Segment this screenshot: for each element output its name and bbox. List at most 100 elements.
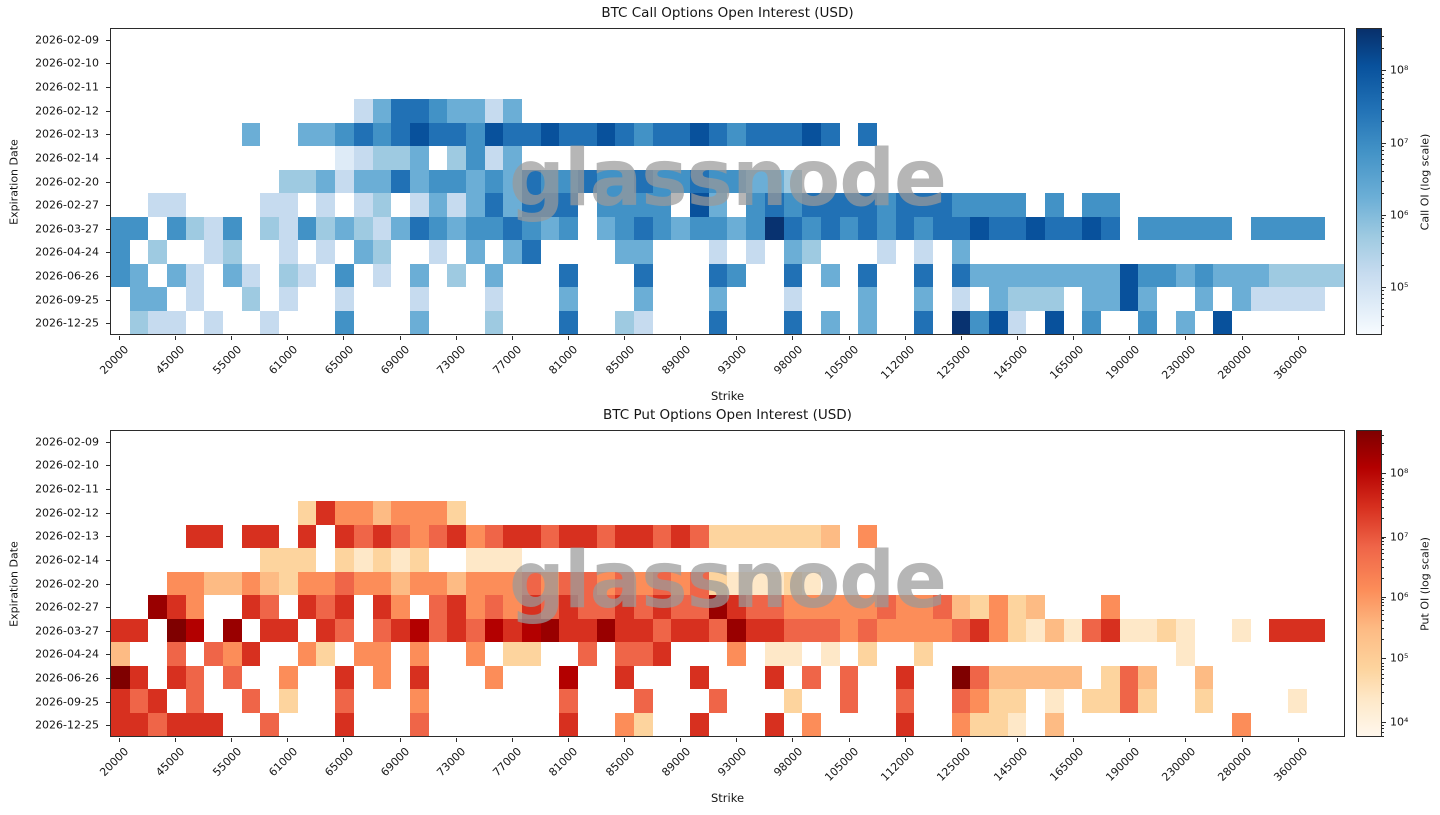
heatmap-cell — [297, 122, 317, 147]
heatmap-cell — [1232, 666, 1251, 689]
heatmap-cell — [353, 216, 373, 241]
heatmap-cell — [1138, 525, 1157, 548]
heatmap-cell — [279, 595, 298, 618]
heatmap-cell — [970, 478, 989, 501]
heatmap-cell — [559, 595, 579, 619]
heatmap-cell — [1026, 525, 1045, 548]
heatmap-cell — [279, 618, 298, 643]
heatmap-cell — [465, 571, 485, 596]
y-tick-label: 2026-02-10 — [35, 458, 99, 472]
heatmap-cell — [335, 665, 354, 690]
heatmap-cell — [802, 618, 821, 643]
heatmap-cell — [428, 122, 448, 147]
colorbar-tick-mark — [1382, 287, 1386, 288]
tick-mark — [511, 336, 513, 340]
heatmap-cell — [802, 665, 821, 690]
colorbar-minor-tick-mark — [1382, 77, 1384, 79]
heatmap-cell — [335, 263, 354, 288]
heatmap-cell — [746, 595, 765, 619]
heatmap-cell — [484, 665, 504, 690]
heatmap-cell — [185, 216, 205, 241]
heatmap-cell — [1026, 689, 1045, 712]
heatmap-cell — [260, 454, 279, 477]
heatmap-cell — [428, 193, 448, 217]
heatmap-cell — [1157, 216, 1176, 241]
heatmap-cell — [447, 666, 466, 689]
heatmap-cell — [1176, 713, 1195, 736]
heatmap-cell — [447, 431, 466, 454]
heatmap-cell — [335, 548, 354, 572]
heatmap-cell — [1063, 665, 1083, 690]
heatmap-cell — [615, 431, 634, 454]
heatmap-cell — [1195, 478, 1214, 501]
heatmap-cell — [653, 689, 672, 712]
heatmap-cell — [951, 618, 971, 643]
heatmap-cell — [634, 193, 653, 217]
heatmap-cell — [1082, 193, 1102, 217]
heatmap-cell — [522, 689, 541, 712]
heatmap-cell — [167, 454, 186, 477]
heatmap-cell — [578, 122, 597, 147]
tick-mark — [960, 336, 962, 340]
tick-mark — [106, 441, 110, 443]
colorbar-minor-tick-mark — [1382, 121, 1384, 123]
heatmap-cell — [1101, 642, 1120, 665]
heatmap-cell — [372, 193, 392, 217]
heatmap-cell — [708, 310, 728, 334]
heatmap-cell — [634, 310, 653, 334]
heatmap-cell — [129, 618, 149, 643]
heatmap-cell — [970, 454, 989, 477]
heatmap-cell — [1251, 525, 1270, 548]
heatmap-cell — [1176, 666, 1195, 689]
tick-mark — [680, 336, 682, 340]
heatmap-cell — [429, 454, 448, 477]
heatmap-cell — [297, 524, 317, 549]
heatmap-cell — [820, 122, 840, 147]
heatmap-cell — [821, 666, 840, 689]
heatmap-cell — [597, 478, 616, 501]
colorbar-minor-tick-mark — [1382, 149, 1384, 151]
heatmap-cell — [634, 712, 653, 736]
tick-mark — [1241, 336, 1243, 340]
heatmap-cell — [298, 713, 317, 736]
heatmap-cell — [914, 431, 933, 454]
heatmap-cell — [1269, 618, 1288, 643]
heatmap-cell — [615, 478, 634, 501]
heatmap-cell — [634, 263, 653, 288]
heatmap-cell — [1026, 454, 1045, 477]
heatmap-cell — [260, 712, 280, 736]
heatmap-cell — [1287, 263, 1307, 288]
heatmap-cell — [1325, 619, 1344, 642]
colorbar-minor-tick-mark — [1382, 728, 1384, 730]
y-tick-label: 2026-12-25 — [35, 718, 99, 732]
heatmap-cell — [802, 501, 821, 524]
heatmap-cell — [409, 665, 429, 690]
heatmap-cell — [129, 712, 149, 736]
heatmap-cell — [876, 240, 896, 264]
heatmap-cell — [484, 263, 504, 288]
heatmap-cell — [559, 454, 578, 477]
heatmap-cell — [559, 310, 579, 334]
heatmap-cell — [241, 642, 261, 666]
x-tick-label: 20000 — [97, 745, 132, 779]
heatmap-cell — [409, 642, 429, 666]
heatmap-cell — [821, 478, 840, 501]
heatmap-cell — [1063, 263, 1083, 288]
heatmap-cell — [111, 454, 130, 477]
heatmap-cell — [727, 618, 747, 643]
heatmap-cell — [1251, 572, 1270, 595]
heatmap-cell — [559, 122, 579, 147]
heatmap-cell — [802, 431, 821, 454]
heatmap-cell — [1157, 666, 1176, 689]
colorbar — [1356, 430, 1382, 737]
heatmap-cell — [129, 689, 149, 713]
heatmap-cell — [634, 595, 653, 619]
heatmap-cell — [690, 595, 709, 619]
x-tick-label: 98000 — [771, 745, 806, 779]
heatmap-cell — [316, 595, 336, 619]
heatmap-cell — [541, 642, 560, 665]
tick-mark — [106, 725, 110, 727]
heatmap-cell — [1157, 478, 1176, 501]
y-tick-label: 2026-09-25 — [35, 695, 99, 709]
heatmap-cell — [148, 689, 168, 713]
